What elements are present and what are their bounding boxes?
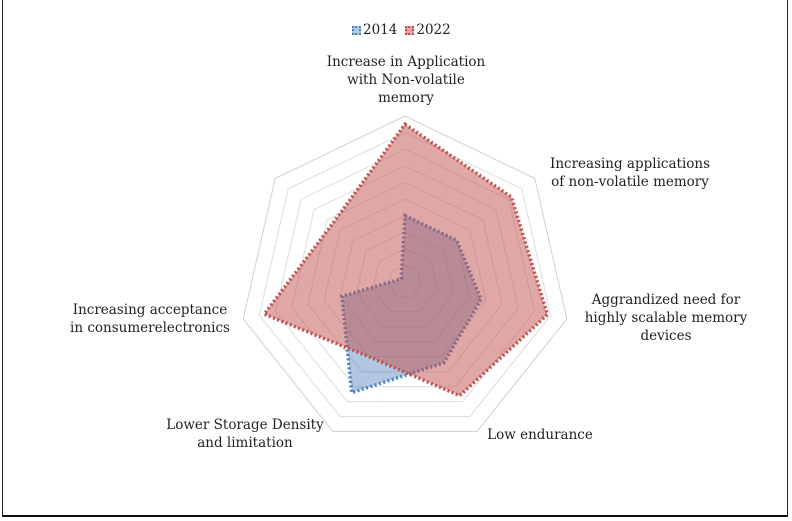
axis-label-3: Low endurance [470,426,610,444]
axis-label-line: of non-volatile memory [551,174,709,190]
axis-label-line: Low endurance [487,427,593,443]
axis-label-0: Increase in Application with Non-volatil… [300,53,512,107]
axis-label-line: Increasing acceptance [72,302,228,318]
axis-label-5: Increasing acceptance in consumerelectro… [50,301,250,337]
axis-label-line: and limitation [197,435,293,451]
axis-label-line: Lower Storage Density [166,417,324,433]
axis-label-4: Lower Storage Density and limitation [150,416,340,452]
legend-swatch-2022 [405,25,415,35]
axis-label-line: Increase in Application [326,54,486,70]
axis-label-line: highly scalable memory [584,310,748,326]
legend-item-2022: 2022 [405,22,451,38]
grid-ring [258,132,552,418]
legend-item-2014: 2014 [352,22,397,38]
legend-swatch-2014 [352,25,361,35]
axis-label-line: memory [378,90,434,106]
axis-label-line: Increasing applications [549,156,711,172]
legend-label-2022: 2022 [416,22,451,38]
axis-label-2: Aggrandized need for highly scalable mem… [568,291,764,345]
axis-label-line: with Non-volatile [347,72,465,88]
legend-label-2014: 2014 [363,22,398,38]
axis-label-1: Increasing applications of non-volatile … [530,155,730,191]
series-2022-area [261,121,550,398]
axis-label-line: devices [640,328,692,344]
axis-label-line: Aggrandized need for [591,292,741,308]
grid-ring [242,115,568,433]
legend: 2014 2022 [352,22,451,38]
axis-label-line: in consumerelectronics [70,320,230,336]
